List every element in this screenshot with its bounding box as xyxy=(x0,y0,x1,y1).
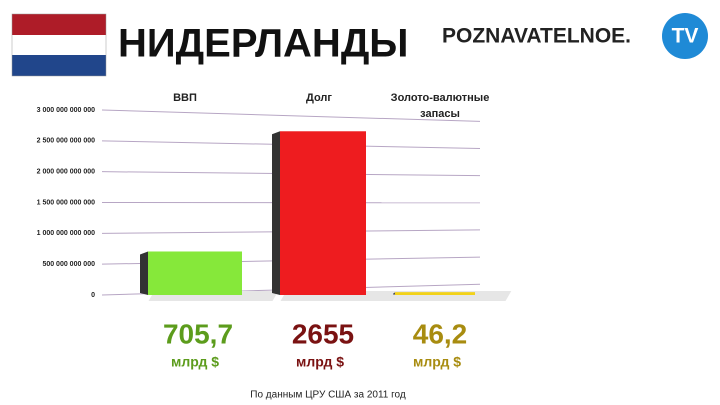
y-tick-label: 0 xyxy=(91,292,95,299)
bar xyxy=(148,251,242,295)
logo-badge: TV xyxy=(672,25,699,48)
x-tick-label: Долг xyxy=(306,92,332,104)
bar-side xyxy=(393,292,395,296)
source-note: По данным ЦРУ США за 2011 год xyxy=(250,390,406,401)
x-tick-label: Золото-валютные запасы xyxy=(391,92,490,120)
value-unit: млрд $ xyxy=(296,354,344,370)
value-label: 705,7 xyxy=(163,318,233,349)
y-tick-label: 3 000 000 000 000 xyxy=(37,107,95,114)
bar-side xyxy=(272,131,280,295)
logo-text: POZNAVATELNOE. xyxy=(442,25,631,48)
x-tick-label: ВВП xyxy=(173,92,197,104)
y-tick-label: 1 000 000 000 000 xyxy=(37,230,95,237)
y-tick-label: 2 000 000 000 000 xyxy=(37,169,95,176)
bar xyxy=(280,131,366,295)
page-title: НИДЕРЛАНДЫ xyxy=(118,22,408,66)
bar xyxy=(395,292,475,295)
y-tick-label: 1 500 000 000 000 xyxy=(37,199,95,206)
value-unit: млрд $ xyxy=(413,354,461,370)
grid-line xyxy=(101,109,481,122)
y-tick-label: 2 500 000 000 000 xyxy=(37,138,95,145)
y-tick-label: 500 000 000 000 xyxy=(42,261,95,268)
bar-side xyxy=(140,251,148,295)
flag xyxy=(11,13,107,77)
value-unit: млрд $ xyxy=(171,354,219,370)
value-label: 2655 xyxy=(292,318,354,349)
value-label: 46,2 xyxy=(413,318,468,349)
logo-badge-circle xyxy=(662,13,708,59)
